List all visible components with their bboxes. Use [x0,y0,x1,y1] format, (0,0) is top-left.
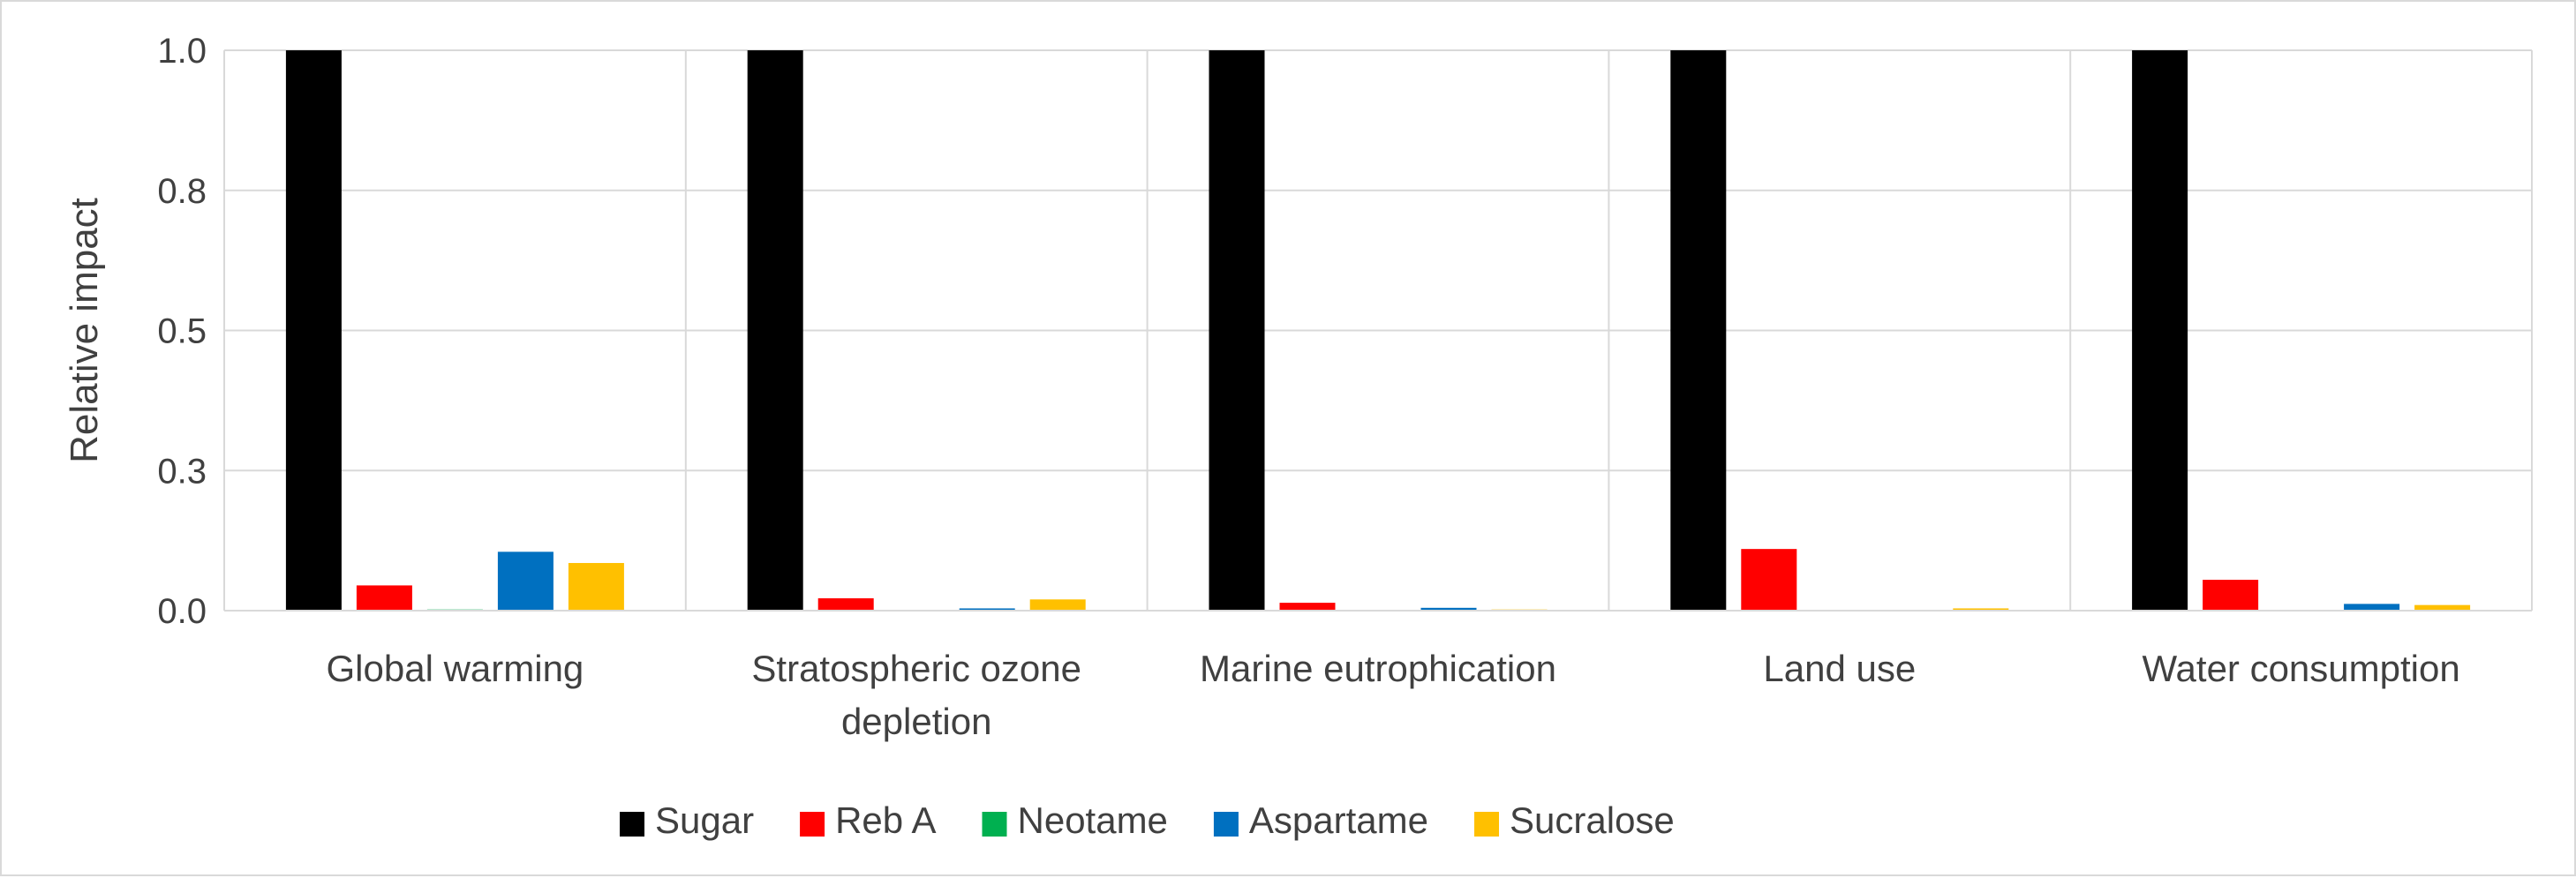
x-category-label: depletion [841,701,991,742]
legend-label-sugar: Sugar [655,799,754,841]
legend-label-sucralose: Sucralose [1510,799,1675,841]
legend-swatch-aspartame [1213,812,1239,837]
bar-sugar [285,50,342,611]
legend-swatch-neotame [982,812,1007,837]
bars [285,50,2471,611]
x-category-label: Land use [1763,648,1916,689]
legend-label-reb-a: Reb A [835,799,936,841]
legend-swatch-sugar [620,812,644,837]
bar-sucralose [1029,599,1086,611]
y-tick-label: 1.0 [157,32,207,71]
y-tick-label: 0.8 [157,172,207,211]
y-tick-label: 0.5 [157,312,207,351]
bar-reb-a [356,585,412,611]
bar-sucralose [2414,604,2471,611]
legend: Sugar Reb A Neotame Aspartame Sucralose [620,799,1675,841]
x-category-label: Marine eutrophication [1200,648,1556,689]
y-tick-label: 0.0 [157,592,207,631]
x-category-label: Global warming [327,648,584,689]
legend-label-neotame: Neotame [1018,799,1168,841]
bar-sugar [1670,50,1727,611]
bar-reb-a [2203,580,2259,611]
bar-reb-a [1741,549,1797,611]
legend-label-aspartame: Aspartame [1249,799,1428,841]
bar-sucralose [1953,608,2009,611]
bar-aspartame [959,608,1015,611]
legend-swatch-reb-a [800,812,825,837]
bar-aspartame [1420,607,1477,611]
bar-sucralose [568,563,624,611]
x-category-label: Water consumption [2142,648,2459,689]
x-category-label: Stratospheric ozone [751,648,1081,689]
bar-sugar [2132,50,2188,611]
bar-reb-a [817,598,874,611]
labels: 0.0 0.3 0.5 0.8 1.0 Global warming Stratospher… [63,32,2460,742]
y-axis-title: Relative impact [63,198,106,463]
legend-swatch-sucralose [1474,812,1500,837]
bar-sugar [747,50,803,611]
bar-aspartame [497,552,554,611]
bar-aspartame [2344,604,2400,611]
bar-sugar [1209,50,1265,611]
y-tick-label: 0.3 [157,452,207,491]
bar-reb-a [1279,603,1336,611]
